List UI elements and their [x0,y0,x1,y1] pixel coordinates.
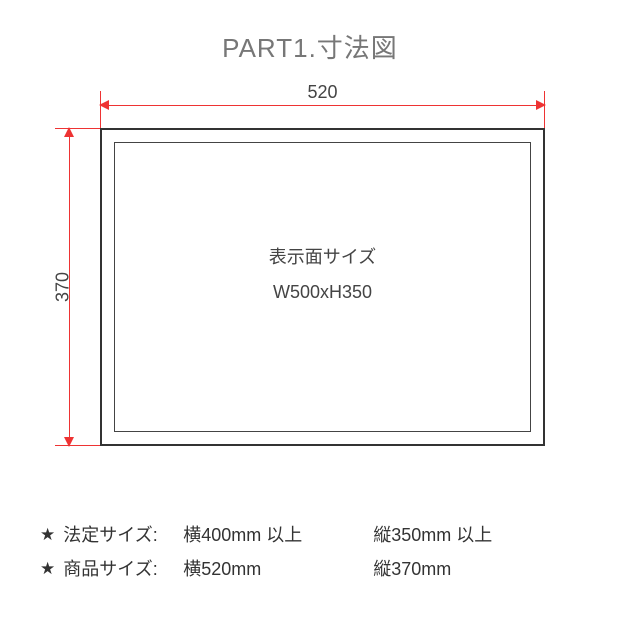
note-height: 縦350mm 以上 [373,518,492,552]
note-label: 法定サイズ: [63,518,183,552]
dimension-diagram: 520 370 表示面サイズ W500xH350 [40,86,580,496]
star-icon: ★ [40,519,55,551]
arrow-up-icon [64,127,74,137]
note-height: 縦370mm [373,552,451,586]
outer-rectangle: 表示面サイズ W500xH350 [100,128,545,446]
display-area-text: 表示面サイズ W500xH350 [269,240,376,308]
display-area-size: W500xH350 [269,274,376,308]
note-row-product: ★ 商品サイズ: 横520mm 縦370mm [40,552,492,586]
dimension-height: 370 [60,128,80,446]
dimension-line [100,105,545,106]
dimension-height-label: 370 [53,272,74,302]
note-row-legal: ★ 法定サイズ: 横400mm 以上 縦350mm 以上 [40,518,492,552]
size-notes: ★ 法定サイズ: 横400mm 以上 縦350mm 以上 ★ 商品サイズ: 横5… [40,518,492,586]
note-label: 商品サイズ: [63,552,183,586]
note-width: 横520mm [183,552,373,586]
arrow-left-icon [99,100,109,110]
dimension-width: 520 [100,96,545,116]
note-width: 横400mm 以上 [183,518,373,552]
page-title: PART1.寸法図 [0,0,620,65]
display-area-label: 表示面サイズ [269,240,376,274]
star-icon: ★ [40,553,55,585]
arrow-right-icon [536,100,546,110]
arrow-down-icon [64,437,74,447]
dimension-width-label: 520 [307,82,337,103]
